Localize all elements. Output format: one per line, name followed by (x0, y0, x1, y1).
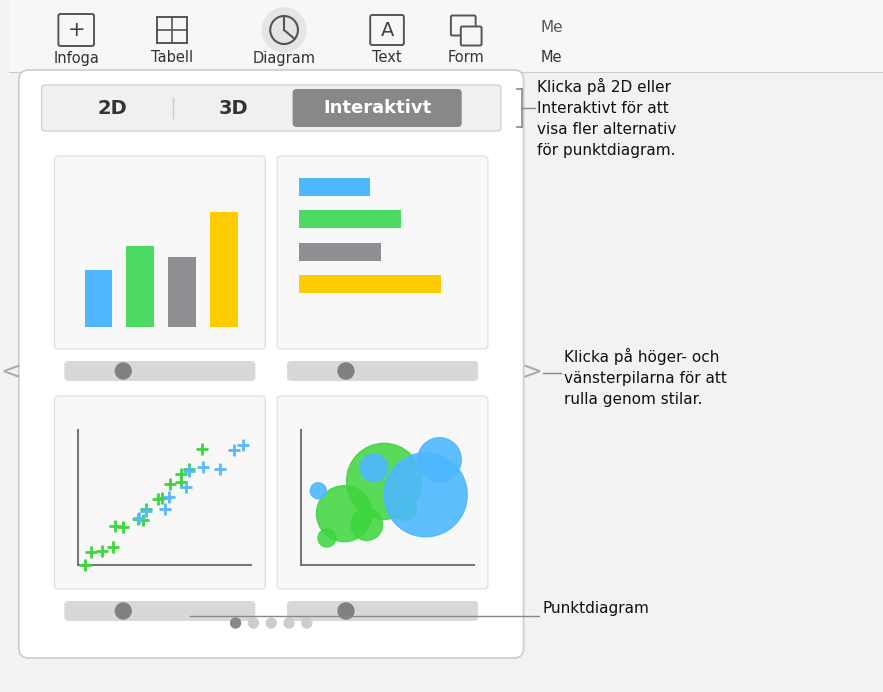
FancyBboxPatch shape (277, 396, 488, 589)
Circle shape (116, 603, 132, 619)
Text: Klicka på höger- och
vänsterpilarna för att
rulla genom stilar.: Klicka på höger- och vänsterpilarna för … (564, 347, 727, 406)
Text: Text: Text (373, 51, 402, 66)
FancyBboxPatch shape (64, 601, 255, 621)
Circle shape (284, 618, 294, 628)
Circle shape (393, 496, 417, 520)
Circle shape (338, 363, 354, 379)
FancyBboxPatch shape (210, 212, 238, 327)
FancyBboxPatch shape (299, 178, 370, 196)
FancyBboxPatch shape (126, 246, 155, 327)
Circle shape (230, 618, 240, 628)
FancyBboxPatch shape (55, 396, 265, 589)
Text: Interaktivt: Interaktivt (323, 99, 431, 117)
FancyBboxPatch shape (461, 26, 481, 46)
FancyBboxPatch shape (169, 257, 196, 327)
Circle shape (338, 603, 354, 619)
FancyBboxPatch shape (299, 210, 401, 228)
Text: Me: Me (540, 51, 562, 66)
Text: Punktdiagram: Punktdiagram (542, 601, 649, 615)
FancyBboxPatch shape (287, 361, 478, 381)
Circle shape (351, 509, 382, 540)
FancyBboxPatch shape (9, 0, 883, 72)
FancyBboxPatch shape (42, 85, 501, 131)
Circle shape (302, 618, 312, 628)
FancyBboxPatch shape (19, 70, 524, 658)
FancyBboxPatch shape (292, 89, 462, 127)
Text: Infoga: Infoga (53, 51, 99, 66)
Text: A: A (381, 21, 394, 39)
FancyBboxPatch shape (55, 156, 265, 349)
Circle shape (248, 618, 259, 628)
Text: Klicka på 2D eller
Interaktivt för att
visa fler alternativ
för punktdiagram.: Klicka på 2D eller Interaktivt för att v… (537, 78, 675, 158)
Circle shape (318, 529, 336, 547)
Circle shape (267, 618, 276, 628)
Circle shape (316, 486, 372, 542)
Circle shape (418, 438, 461, 482)
Text: >: > (521, 361, 542, 385)
Circle shape (310, 483, 326, 499)
Text: 3D: 3D (219, 98, 249, 118)
FancyBboxPatch shape (287, 601, 478, 621)
Text: Form: Form (448, 51, 485, 66)
Text: 2D: 2D (97, 98, 127, 118)
Circle shape (359, 454, 388, 482)
Text: <: < (0, 361, 21, 385)
Circle shape (116, 363, 132, 379)
Text: Tabell: Tabell (151, 51, 193, 66)
Circle shape (346, 444, 422, 519)
FancyBboxPatch shape (299, 242, 381, 260)
Text: Diagram: Diagram (253, 51, 315, 66)
FancyBboxPatch shape (277, 156, 488, 349)
FancyBboxPatch shape (299, 275, 441, 293)
FancyBboxPatch shape (85, 271, 112, 327)
FancyBboxPatch shape (64, 361, 255, 381)
Circle shape (262, 8, 306, 52)
Circle shape (384, 453, 467, 537)
Text: +: + (67, 20, 85, 40)
Text: Me: Me (540, 21, 562, 35)
